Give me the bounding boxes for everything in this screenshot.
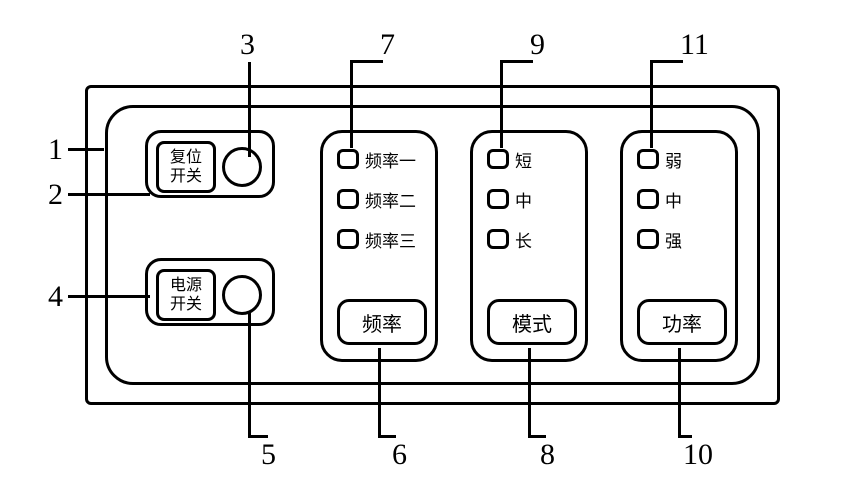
mode-button[interactable]: 模式 (487, 299, 577, 345)
mode-button-label: 模式 (512, 308, 552, 337)
callout-4: 4 (48, 280, 63, 314)
mode-group: 短 中 长 模式 (470, 130, 588, 362)
callout-line-7h (350, 60, 383, 63)
freq-led-1 (337, 149, 359, 169)
reset-switch-button[interactable] (222, 147, 262, 187)
callout-9: 9 (530, 28, 545, 62)
power-level-button-label: 功率 (662, 308, 702, 337)
callout-line-8v (528, 348, 531, 438)
callout-line-8h (528, 435, 546, 438)
mode-indicator-1: 短 (487, 145, 532, 173)
mode-label-1: 短 (515, 147, 532, 172)
callout-line-3 (248, 62, 251, 157)
callout-6: 6 (392, 438, 407, 472)
callout-line-10v (678, 348, 681, 438)
callout-3: 3 (240, 28, 255, 62)
power-led-2 (637, 189, 659, 209)
power-indicator-1: 弱 (637, 145, 682, 173)
callout-line-5h (248, 435, 268, 438)
reset-switch-inner: 复位 开关 (156, 141, 270, 193)
power-label-1: 弱 (665, 147, 682, 172)
power-switch-button[interactable] (222, 275, 262, 315)
freq-indicator-2: 频率二 (337, 185, 416, 213)
callout-line-9 (500, 60, 503, 148)
power-label-2: 中 (665, 187, 682, 212)
freq-led-2 (337, 189, 359, 209)
callout-line-11 (650, 60, 653, 148)
power-label-3: 强 (665, 227, 682, 252)
power-switch-inner: 电源 开关 (156, 269, 270, 321)
power-level-button[interactable]: 功率 (637, 299, 727, 345)
power-led-1 (637, 149, 659, 169)
callout-2: 2 (48, 178, 63, 212)
mode-label-3: 长 (515, 227, 532, 252)
freq-led-3 (337, 229, 359, 249)
power-led-3 (637, 229, 659, 249)
freq-indicator-3: 频率三 (337, 225, 416, 253)
mode-indicator-3: 长 (487, 225, 532, 253)
power-indicator-2: 中 (637, 185, 682, 213)
power-level-group: 弱 中 强 功率 (620, 130, 738, 362)
mode-led-3 (487, 229, 509, 249)
callout-10: 10 (683, 438, 713, 472)
power-indicator-3: 强 (637, 225, 682, 253)
callout-line-4 (68, 295, 150, 298)
reset-switch-label: 复位 开关 (156, 141, 216, 193)
freq-label-2: 频率二 (365, 187, 416, 212)
mode-led-2 (487, 189, 509, 209)
callout-line-6v (378, 348, 381, 438)
callout-line-2 (68, 193, 150, 196)
callout-5: 5 (261, 438, 276, 472)
callout-8: 8 (540, 438, 555, 472)
callout-1: 1 (48, 133, 63, 167)
callout-line-7 (350, 60, 353, 148)
mode-label-2: 中 (515, 187, 532, 212)
power-switch-group: 电源 开关 (145, 258, 275, 326)
callout-line-10h (678, 435, 692, 438)
callout-line-1 (68, 148, 104, 151)
callout-7: 7 (380, 28, 395, 62)
freq-label-1: 频率一 (365, 147, 416, 172)
frequency-button[interactable]: 频率 (337, 299, 427, 345)
mode-led-1 (487, 149, 509, 169)
reset-label-line1: 复位 (170, 148, 202, 167)
mode-indicator-2: 中 (487, 185, 532, 213)
callout-line-9h (500, 60, 533, 63)
power-switch-label: 电源 开关 (156, 269, 216, 321)
callout-11: 11 (680, 28, 709, 62)
power-label-line1: 电源 (170, 276, 202, 295)
callout-line-11h (650, 60, 683, 63)
freq-label-3: 频率三 (365, 227, 416, 252)
callout-line-6h (378, 435, 396, 438)
reset-switch-group: 复位 开关 (145, 130, 275, 198)
callout-line-5v (248, 312, 251, 437)
power-label-line2: 开关 (170, 295, 202, 314)
frequency-button-label: 频率 (362, 308, 402, 337)
freq-indicator-1: 频率一 (337, 145, 416, 173)
reset-label-line2: 开关 (170, 167, 202, 186)
frequency-group: 频率一 频率二 频率三 频率 (320, 130, 438, 362)
